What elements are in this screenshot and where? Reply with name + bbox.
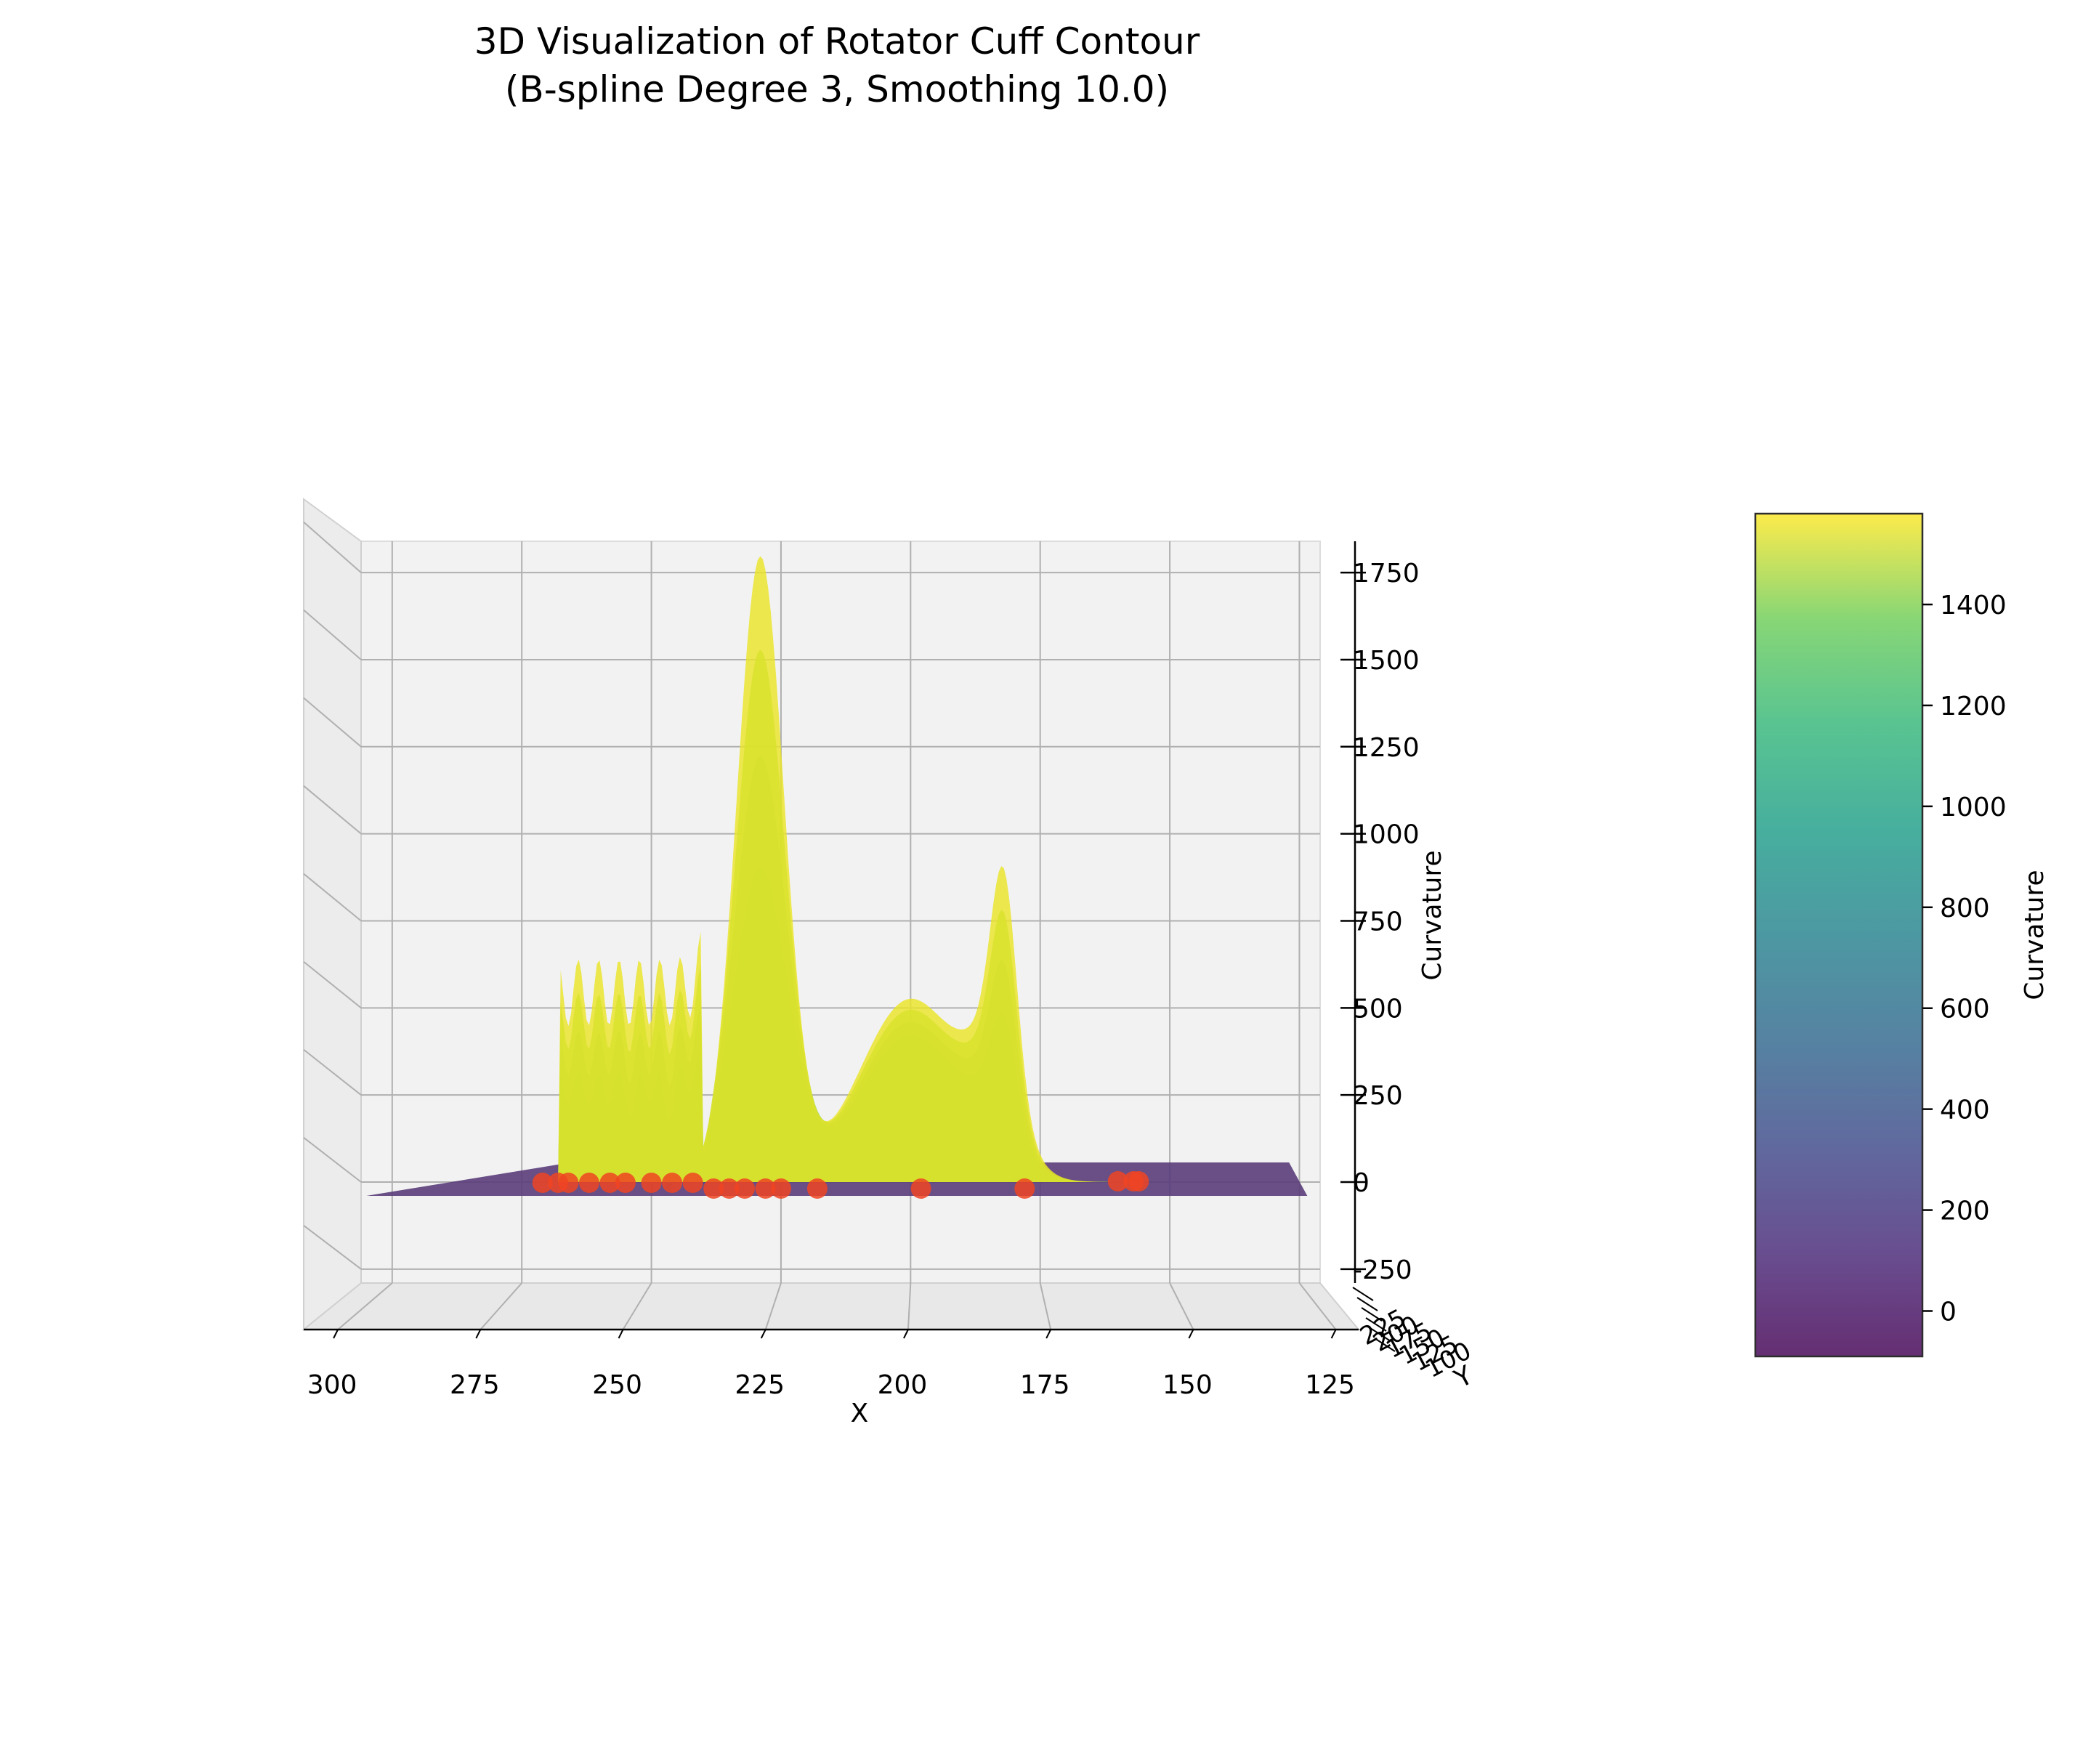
- x-axis-label: X: [851, 1399, 869, 1428]
- x-tick-label: 250: [592, 1370, 642, 1400]
- x-tick-mark: [1330, 1329, 1337, 1339]
- colorbar-tick-label: 400: [1940, 1096, 1990, 1125]
- contour-point: [641, 1173, 662, 1193]
- x-tick-label: 125: [1305, 1370, 1355, 1400]
- x-tick-mark: [475, 1329, 482, 1339]
- contour-point: [578, 1173, 599, 1193]
- plot-area: 300 275 250 225 200 175 150 125 1750 1500 1250 100…: [302, 498, 1479, 1428]
- floor-gridline: [764, 1282, 782, 1330]
- chart-title-line1: 3D Visualization of Rotator Cuff Contour: [474, 20, 1200, 62]
- side-gridline: [303, 785, 362, 835]
- contour-point: [735, 1178, 755, 1199]
- contour-point: [682, 1173, 703, 1193]
- floor-gridline: [480, 1282, 522, 1330]
- floor-gridline: [622, 1282, 652, 1330]
- x-axis-ticks: 300 275 250 225 200 175 150 125: [307, 1329, 1355, 1400]
- side-gridline: [303, 1137, 362, 1183]
- x-tick-mark: [760, 1329, 767, 1339]
- contour-point: [1014, 1178, 1035, 1199]
- x-tick-mark: [1045, 1329, 1052, 1339]
- x-tick-mark: [618, 1329, 624, 1339]
- floor-gridline: [907, 1282, 912, 1330]
- colorbar: 1400 1200 1000 800 600 400 200 0 Curvature: [1754, 512, 2050, 1358]
- x-tick-label: 150: [1162, 1370, 1213, 1400]
- colorbar-ticks: 1400 1200 1000 800 600 400 200 0: [1922, 591, 2007, 1327]
- contour-point: [615, 1173, 636, 1193]
- floor-gridline: [1298, 1282, 1337, 1330]
- z-tick-label: -250: [1353, 1255, 1412, 1285]
- x-tick-mark: [333, 1329, 339, 1339]
- floor-pane: [302, 1282, 1361, 1330]
- x-tick-label: 300: [307, 1370, 357, 1400]
- side-gridline: [303, 521, 362, 573]
- contour-point: [662, 1173, 683, 1193]
- x-tick-label: 225: [735, 1370, 785, 1400]
- contour-point: [558, 1173, 579, 1193]
- side-gridline: [303, 609, 362, 660]
- z-tick-label: 1750: [1353, 559, 1420, 588]
- colorbar-tick-label: 600: [1940, 995, 1990, 1024]
- z-tick-label: 500: [1353, 994, 1403, 1024]
- contour-point: [1107, 1171, 1128, 1191]
- y-tick-mark: [1356, 1297, 1378, 1311]
- y-tick-mark: [1365, 1317, 1387, 1332]
- chart-title-line2: (B-spline Degree 3, Smoothing 10.0): [505, 68, 1169, 110]
- side-gridline: [303, 873, 362, 922]
- y-tick-mark: [1370, 1327, 1391, 1342]
- z-axis-ticks: 1750 1500 1250 1000 750 500 250 0 -250: [1340, 559, 1420, 1285]
- y-tick-mark: [1374, 1338, 1396, 1352]
- curvature-surface: [366, 556, 1308, 1196]
- z-tick-label: 1500: [1353, 646, 1420, 676]
- contour-point: [719, 1178, 740, 1199]
- colorbar-tick-label: 0: [1940, 1297, 1957, 1327]
- x-tick-label: 200: [878, 1370, 928, 1400]
- surface-strip: [547, 556, 1113, 1182]
- side-gridline: [303, 960, 362, 1009]
- x-tick-label: 275: [450, 1370, 500, 1400]
- z-tick-label: 250: [1353, 1081, 1403, 1111]
- x-tick-label: 175: [1020, 1370, 1070, 1400]
- colorbar-tick-label: 800: [1940, 894, 1990, 923]
- z-axis-label: Curvature: [1417, 850, 1447, 980]
- contour-point: [703, 1178, 724, 1199]
- side-gridline: [303, 697, 362, 748]
- y-tick-mark: [1361, 1307, 1383, 1322]
- x-tick-mark: [1188, 1329, 1194, 1339]
- side-gridline: [303, 1225, 362, 1270]
- y-axis-label: Y: [1449, 1360, 1478, 1394]
- colorbar-label: Curvature: [2020, 870, 2050, 1000]
- floor-gridline: [337, 1282, 393, 1330]
- z-tick-label: 1250: [1353, 733, 1420, 763]
- z-tick-label: 1000: [1353, 820, 1420, 850]
- contour-point: [532, 1173, 553, 1193]
- floor-gridline: [1039, 1282, 1052, 1330]
- contour-point: [910, 1178, 931, 1199]
- floor-gridline: [1169, 1282, 1194, 1330]
- colorbar-gradient: [1754, 512, 1924, 1358]
- colorbar-tick-label: 1200: [1940, 692, 2007, 721]
- z-tick-label: 750: [1353, 907, 1403, 936]
- colorbar-tick-label: 1400: [1940, 591, 2007, 620]
- contour-point: [806, 1178, 828, 1199]
- contour-point: [755, 1178, 776, 1199]
- contour-point: [1128, 1171, 1149, 1191]
- x-tick-mark: [903, 1329, 909, 1339]
- contour-point: [770, 1178, 791, 1199]
- contour-point: [599, 1173, 620, 1193]
- colorbar-tick-label: 200: [1940, 1197, 1990, 1226]
- z-tick-label: 0: [1353, 1168, 1370, 1198]
- contour-points: [532, 1171, 1149, 1199]
- side-gridline: [303, 1048, 362, 1096]
- colorbar-tick-label: 1000: [1940, 793, 2007, 822]
- y-tick-mark: [1352, 1287, 1374, 1301]
